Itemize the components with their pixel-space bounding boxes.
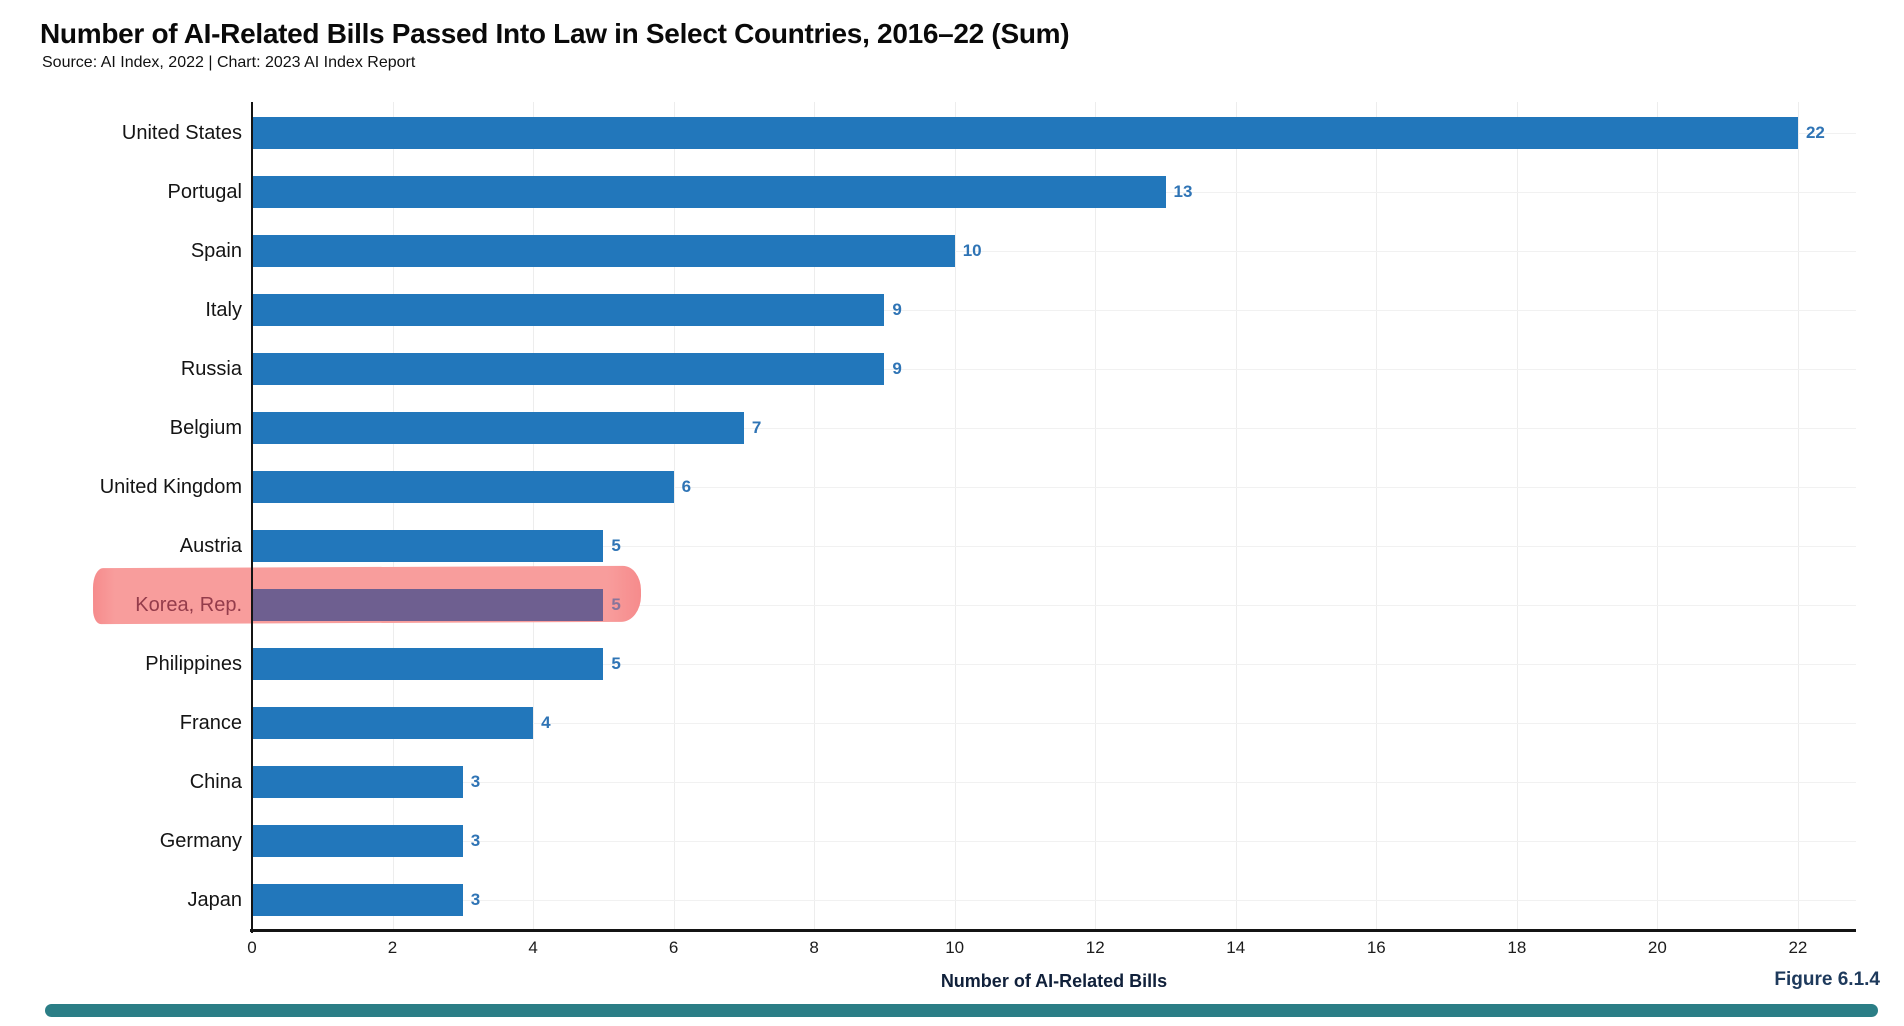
category-label: Russia: [180, 358, 242, 380]
category-label: Spain: [190, 240, 242, 262]
value-label: 3: [470, 831, 481, 850]
x-axis-line: [250, 929, 1856, 932]
bar: [252, 825, 463, 857]
x-gridline: [533, 102, 535, 931]
bar: [252, 707, 534, 739]
x-gridline: [1235, 102, 1237, 931]
value-label: 5: [611, 595, 621, 614]
category-label: Italy: [205, 299, 242, 321]
figure-label: Figure 6.1.4: [1774, 969, 1880, 990]
x-gridline: [814, 102, 816, 931]
row-guide-line: [252, 723, 1856, 724]
row-guide-line: [252, 251, 1856, 252]
row-guide-line: [252, 605, 1856, 606]
value-label: 3: [470, 890, 481, 909]
category-label: France: [179, 712, 242, 734]
value-label: 5: [611, 654, 621, 673]
x-tick-label: 12: [1085, 938, 1105, 957]
bar: [252, 648, 604, 680]
value-label: 6: [681, 477, 692, 496]
bottom-rule: [45, 1004, 1878, 1017]
x-axis-title: Number of AI-Related Bills: [940, 971, 1168, 991]
x-tick-label: 4: [528, 938, 538, 957]
category-label: United Kingdom: [99, 476, 242, 498]
value-label: 3: [470, 772, 481, 791]
row-guide-line: [252, 900, 1856, 901]
value-label: 9: [892, 300, 902, 319]
category-label: Belgium: [169, 417, 242, 439]
x-gridline: [673, 102, 675, 931]
bar: [252, 884, 463, 916]
x-gridline: [1657, 102, 1659, 931]
value-label: 9: [892, 359, 902, 378]
category-label: Korea, Rep.: [135, 594, 242, 616]
bar: [252, 176, 1166, 208]
x-tick-label: 8: [809, 938, 819, 957]
bar: [252, 766, 463, 798]
value-label: 4: [541, 713, 551, 732]
category-label: China: [189, 771, 242, 793]
row-guide-line: [252, 782, 1856, 783]
bar: [252, 235, 955, 267]
category-label: Portugal: [167, 181, 243, 203]
bar: [252, 353, 885, 385]
value-label: 7: [751, 418, 762, 437]
row-guide-line: [252, 664, 1856, 665]
bar: [252, 412, 744, 444]
value-label: 22: [1805, 123, 1825, 142]
x-gridline: [954, 102, 956, 931]
bar: [252, 117, 1798, 149]
category-label: Germany: [159, 830, 242, 852]
x-tick-label: 22: [1788, 938, 1808, 957]
x-tick-label: 18: [1507, 938, 1527, 957]
row-guide-line: [252, 310, 1856, 311]
y-axis-line: [251, 102, 253, 933]
value-label: 13: [1173, 182, 1193, 201]
bar: [252, 471, 674, 503]
x-tick-label: 0: [247, 938, 257, 957]
bar: [252, 530, 604, 562]
x-gridline: [1797, 102, 1799, 931]
value-label: 10: [962, 241, 982, 260]
category-label: Japan: [187, 889, 243, 911]
x-tick-label: 20: [1647, 938, 1667, 957]
x-tick-label: 14: [1226, 938, 1246, 957]
row-guide-line: [252, 546, 1856, 547]
value-label: 5: [611, 536, 621, 555]
category-label: United States: [121, 122, 242, 144]
x-gridline: [1376, 102, 1378, 931]
bar: [252, 294, 885, 326]
category-label: Austria: [179, 535, 242, 557]
row-guide-line: [252, 369, 1856, 370]
row-guide-line: [252, 841, 1856, 842]
row-guide-line: [252, 487, 1856, 488]
x-tick-label: 2: [387, 938, 398, 957]
category-label: Philippines: [145, 653, 242, 675]
bar: [252, 589, 604, 621]
row-guide-line: [252, 428, 1856, 429]
x-gridline: [1516, 102, 1518, 931]
x-tick-label: 16: [1366, 938, 1386, 957]
x-gridline: [1095, 102, 1097, 931]
x-tick-label: 10: [945, 938, 965, 957]
x-gridline: [392, 102, 394, 931]
chart-title: Number of AI-Related Bills Passed Into L…: [40, 18, 1070, 49]
x-tick-label: 6: [668, 938, 679, 957]
chart-source-line: Source: AI Index, 2022 | Chart: 2023 AI …: [42, 54, 416, 71]
